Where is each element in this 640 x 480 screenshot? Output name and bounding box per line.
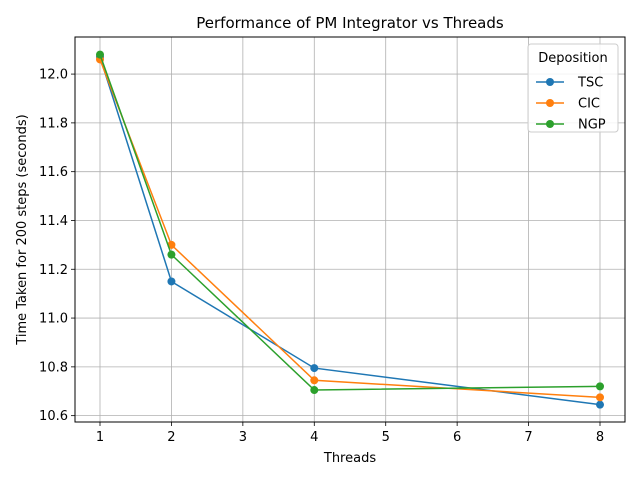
legend: Deposition TSC CIC NGP (527, 43, 619, 133)
x-tick-label: 1 (96, 430, 104, 445)
legend-label-ngp: NGP (578, 118, 606, 133)
y-tick-label: 12.0 (39, 68, 68, 83)
data-point-tsc (167, 277, 176, 286)
legend-marker-cic (546, 99, 554, 107)
data-point-ngp (167, 250, 176, 259)
y-axis-label: Time Taken for 200 steps (seconds) (15, 114, 30, 345)
legend-box (527, 43, 619, 133)
x-tick-label: 3 (239, 430, 247, 445)
y-tick-label: 10.6 (39, 409, 68, 424)
x-tick-label: 8 (596, 430, 604, 445)
y-tick-label: 10.8 (39, 360, 68, 375)
data-point-ngp (96, 50, 104, 59)
chart-title: Performance of PM Integrator vs Threads (196, 14, 504, 32)
y-tick-label: 11.0 (39, 312, 68, 327)
x-tick-label: 2 (167, 430, 175, 445)
data-point-tsc (596, 400, 604, 409)
x-tick-label: 5 (382, 430, 390, 445)
series-line-tsc (99, 56, 601, 406)
legend-marker-tsc (546, 78, 554, 86)
x-axis-label: Threads (323, 451, 376, 466)
plot-frame (74, 36, 626, 423)
axis-ticks: 1 2 3 4 5 6 7 8 10.6 10.8 11.0 11.2 11.4 11.6 11.8 12.0 (39, 68, 604, 445)
y-tick-label: 11.8 (39, 116, 68, 131)
series-line-ngp (99, 54, 601, 391)
legend-label-tsc: TSC (577, 76, 603, 91)
x-tick-label: 6 (453, 430, 461, 445)
data-point-cic (310, 376, 319, 385)
series-lines (96, 50, 604, 409)
legend-label-cic: CIC (578, 97, 600, 112)
data-point-ngp (596, 382, 604, 391)
data-point-cic (596, 393, 604, 402)
legend-marker-ngp (546, 120, 554, 128)
data-point-ngp (310, 386, 319, 395)
x-tick-label: 4 (310, 430, 318, 445)
y-tick-label: 11.2 (39, 263, 68, 278)
legend-title: Deposition (538, 51, 608, 66)
x-tick-label: 7 (524, 430, 532, 445)
y-tick-label: 11.6 (39, 165, 68, 180)
y-tick-label: 11.4 (39, 214, 68, 229)
data-point-tsc (310, 364, 319, 373)
